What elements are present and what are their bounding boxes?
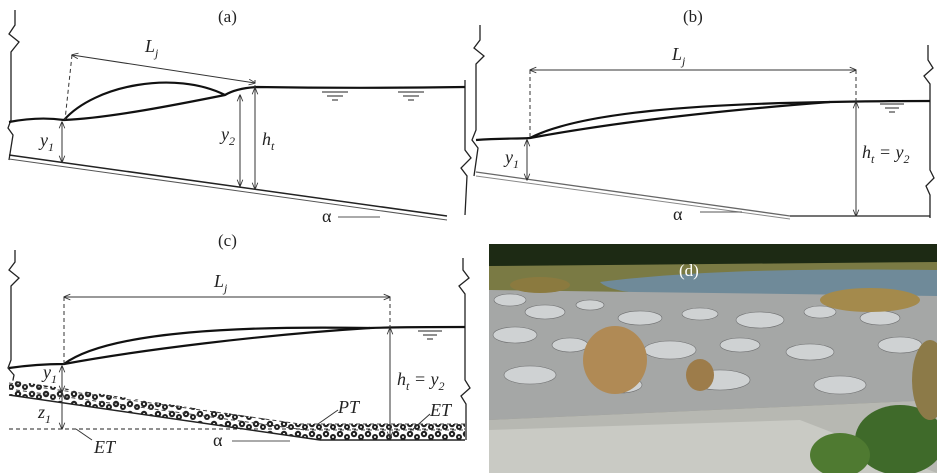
panel-a-y1-label: y1 xyxy=(38,130,54,154)
panel-c-water-surface xyxy=(8,325,466,370)
panel-c-label: (c) xyxy=(218,231,237,250)
panel-c: (c) α Lj y1 z1 ht = y2 xyxy=(7,231,471,457)
panel-a-right-wall xyxy=(460,80,472,216)
panel-a-ht-label: ht xyxy=(262,129,275,153)
panel-b-lj-label: Lj xyxy=(671,44,686,68)
panel-b-bed-line-2 xyxy=(475,175,791,220)
panel-c-et-line-slope xyxy=(8,388,306,431)
panel-b-bed-line xyxy=(475,171,791,217)
panel-c-angle-label: α xyxy=(213,430,223,450)
panel-a-angle-label: α xyxy=(322,206,332,226)
panel-b-angle-label: α xyxy=(673,204,683,224)
panel-b-y1-label: y1 xyxy=(503,147,519,171)
panel-b-surface-symbol xyxy=(880,103,904,113)
panel-c-et-right-label: ET xyxy=(429,400,453,420)
panel-c-right-wall xyxy=(458,258,471,440)
panel-b-water-surface xyxy=(475,99,931,142)
panel-c-bed-line xyxy=(8,394,321,441)
photo-green-vegetation xyxy=(810,340,937,473)
photo-dry-grass xyxy=(510,277,920,394)
panel-c-roller xyxy=(63,326,371,365)
panel-c-rock-layer xyxy=(9,380,465,440)
panel-a-surface-symbol xyxy=(322,91,424,101)
panel-a-water-surface xyxy=(8,85,466,124)
panel-c-surface-symbol xyxy=(418,330,442,340)
panel-c-z1-label: z1 xyxy=(37,402,51,426)
panel-a-roller xyxy=(63,81,226,121)
panel-a-lj-arrow xyxy=(72,55,255,83)
panel-a-bed-line-2 xyxy=(8,158,448,221)
panel-b-left-wall xyxy=(471,25,485,177)
panel-a-left-wall xyxy=(7,10,20,161)
panel-c-pt-label: PT xyxy=(337,397,361,417)
panel-c-pt-leader xyxy=(317,409,339,425)
photo-treeline xyxy=(489,244,937,266)
panel-a-dash-left xyxy=(64,54,73,121)
panel-a-bed-line xyxy=(8,154,448,217)
panel-c-ht-label: ht = y2 xyxy=(397,369,444,393)
panel-c-left-wall xyxy=(7,250,20,396)
panel-c-et-left-label: ET xyxy=(93,437,117,457)
panel-a-y2-label: y2 xyxy=(219,124,235,148)
panel-b-ht-label: ht = y2 xyxy=(862,142,909,166)
panel-a-label: (a) xyxy=(218,7,237,26)
panel-c-lj-label: Lj xyxy=(213,271,228,295)
panel-b-right-wall xyxy=(923,45,935,218)
panel-d-label: (d) xyxy=(679,261,699,280)
panel-a: (a) α Lj y1 y2 ht xyxy=(7,7,472,226)
panel-d-photo: (d) xyxy=(489,244,937,473)
panel-c-y1-label: y1 xyxy=(41,362,57,386)
panel-b-label: (b) xyxy=(683,7,703,26)
panel-c-et-left-leader xyxy=(75,428,93,441)
panel-c-et-right-leader xyxy=(411,413,431,431)
panel-b-roller xyxy=(529,100,831,139)
panel-b: (b) α Lj y1 ht = y2 xyxy=(471,7,935,224)
panel-a-lj-label: Lj xyxy=(144,36,159,60)
